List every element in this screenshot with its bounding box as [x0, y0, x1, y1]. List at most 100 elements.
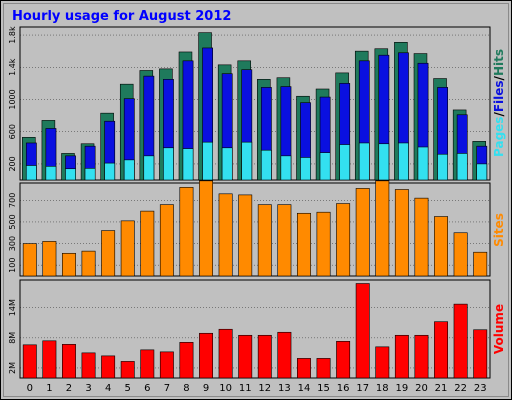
bar-sites — [355, 188, 370, 277]
x-tick-label: 7 — [164, 383, 170, 394]
bottom-panel-frame — [19, 279, 491, 379]
x-tick-label: 2 — [66, 383, 72, 394]
bar-volume — [257, 334, 272, 379]
ylabel-separator-2: / — [492, 75, 506, 80]
bar-volume — [42, 340, 57, 379]
bar-pages — [398, 142, 409, 181]
y-tick-label: 300 — [8, 236, 17, 251]
bar-volume — [336, 341, 351, 379]
bars — [22, 32, 488, 379]
bar-volume — [394, 334, 409, 379]
y-tick-label: 14M — [8, 299, 17, 316]
bar-pages — [104, 162, 116, 181]
bar-pages — [417, 146, 429, 181]
bar-volume — [453, 303, 468, 379]
x-tick-label: 23 — [474, 383, 487, 394]
bar-pages — [221, 147, 233, 181]
bar-sites — [414, 197, 429, 277]
bar-volume — [199, 332, 213, 379]
middle-panel-frame — [19, 182, 491, 277]
bar-sites — [159, 204, 174, 277]
y-tick-label: 700 — [8, 193, 17, 208]
grid-lines — [20, 34, 490, 369]
bar-sites — [81, 250, 96, 277]
middle-panel-ylabel: Sites — [492, 213, 506, 247]
x-axis-hour-labels: 0 1 2 3 4 5 6 7 8 9 10 11 12 13 14 15 16 17 18 19 20 21 22 23 — [27, 383, 487, 394]
bar-volume — [101, 355, 116, 379]
ylabel-separator-1: / — [492, 112, 506, 117]
bar-volume — [81, 352, 96, 379]
bar-volume — [473, 329, 488, 379]
y-axis-tick-labels: 200 600 1000 1.4k 1.8k 100 300 500 700 2M 8M 14M — [8, 26, 17, 374]
bar-sites — [140, 210, 155, 277]
x-tick-label: 11 — [239, 383, 252, 394]
bar-volume — [414, 334, 429, 379]
bar-pages — [319, 152, 331, 181]
bar-pages — [163, 147, 174, 181]
bar-sites — [316, 211, 331, 277]
chart-title: Hourly usage for August 2012 — [12, 9, 231, 24]
bar-volume — [218, 328, 233, 379]
x-tick-label: 18 — [376, 383, 389, 394]
bar-sites — [22, 243, 37, 277]
bottom-panel-ylabel: Volume — [492, 304, 506, 354]
y-tick-label: 500 — [8, 214, 17, 229]
bar-sites — [394, 189, 409, 277]
bar-volume — [375, 346, 390, 379]
bar-sites — [199, 180, 213, 277]
bar-pages — [241, 141, 253, 181]
x-tick-label: 6 — [144, 383, 150, 394]
chart-inner-border — [3, 3, 509, 397]
bar-pages — [300, 157, 311, 181]
ylabel-files: Files — [492, 80, 506, 112]
ylabel-pages: Pages — [492, 117, 506, 157]
bar-volume — [296, 358, 311, 379]
bar-sites — [101, 230, 116, 277]
bar-sites — [473, 251, 488, 277]
bar-pages — [45, 166, 57, 181]
x-tick-label: 13 — [278, 383, 291, 394]
bar-sites — [453, 232, 468, 277]
bar-sites — [296, 212, 311, 277]
y-tick-label: 1000 — [8, 89, 17, 109]
y-tick-label: 1.8k — [8, 26, 17, 44]
bar-sites — [120, 220, 135, 277]
bar-volume — [316, 358, 331, 379]
bar-pages — [65, 168, 76, 181]
x-tick-label: 10 — [219, 383, 232, 394]
top-panel-frame — [19, 26, 491, 181]
x-tick-label: 15 — [317, 383, 330, 394]
y-tick-label: 200 — [8, 156, 17, 171]
x-tick-label: 5 — [125, 383, 131, 394]
x-tick-label: 0 — [27, 383, 33, 394]
bar-pages — [280, 155, 292, 181]
y-tick-label: 600 — [8, 124, 17, 139]
bar-volume — [120, 361, 135, 379]
bar-pages — [123, 159, 135, 181]
bar-sites — [238, 194, 253, 277]
x-tick-label: 21 — [435, 383, 448, 394]
bar-sites — [434, 216, 448, 277]
x-tick-label: 9 — [203, 383, 209, 394]
bar-pages — [358, 142, 370, 181]
x-tick-label: 3 — [85, 383, 91, 394]
bar-sites — [336, 203, 351, 277]
bar-pages — [84, 168, 96, 181]
bar-volume — [277, 331, 292, 379]
bar-pages — [378, 143, 390, 181]
x-tick-label: 14 — [298, 383, 311, 394]
bar-volume — [159, 351, 174, 379]
y-tick-label: 2M — [8, 362, 17, 374]
bar-sites — [375, 180, 390, 277]
bar-sites — [179, 187, 194, 277]
bar-pages — [456, 153, 468, 181]
ylabel-hits: Hits — [492, 49, 506, 76]
x-tick-label: 4 — [105, 383, 111, 394]
x-tick-label: 22 — [454, 383, 467, 394]
bar-volume — [61, 344, 76, 379]
x-tick-label: 20 — [415, 383, 428, 394]
x-tick-label: 8 — [183, 383, 189, 394]
bar-pages — [182, 148, 194, 181]
bar-volume — [434, 321, 448, 379]
